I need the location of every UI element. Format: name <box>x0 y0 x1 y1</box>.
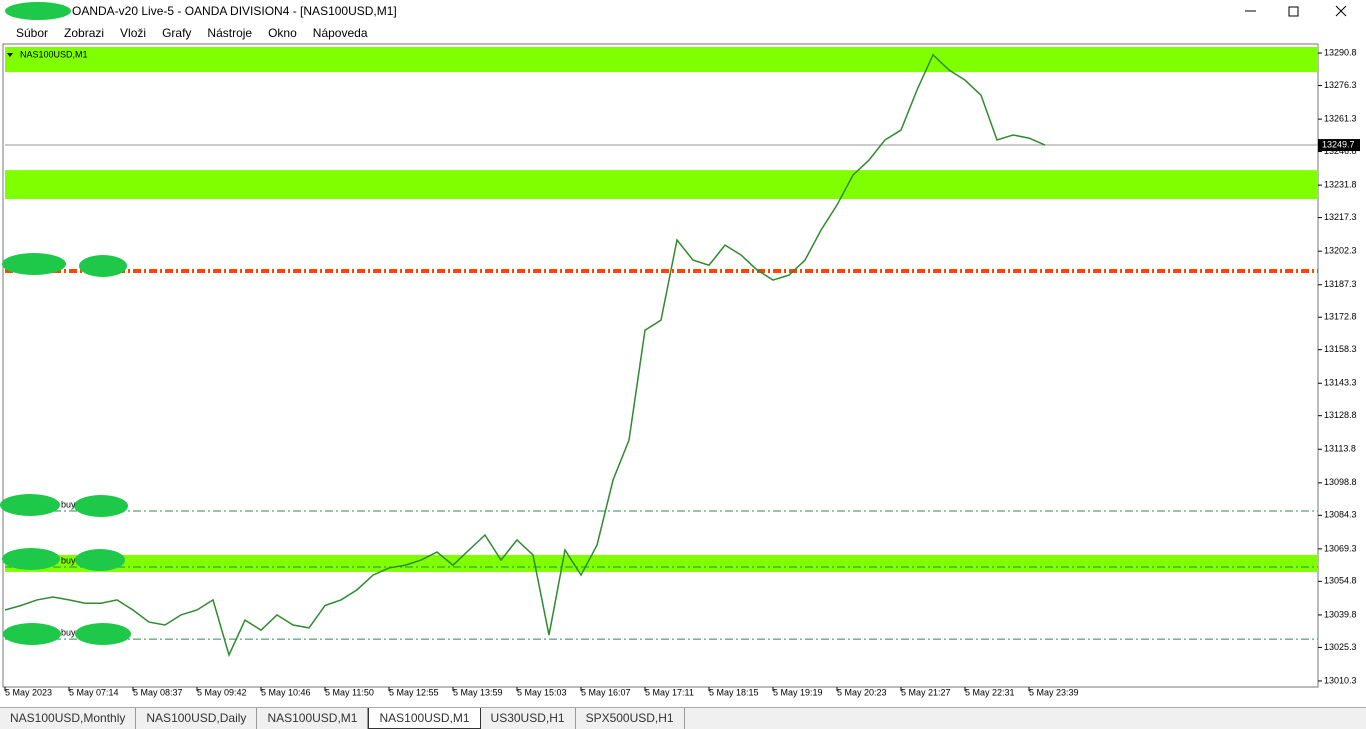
y-tick-label: 13054.8 <box>1324 576 1357 586</box>
redaction <box>79 255 127 277</box>
zone <box>5 554 1318 572</box>
zone <box>5 170 1318 200</box>
level-label: buy <box>61 555 76 565</box>
x-tick-label: 5 May 07:14 <box>69 687 119 697</box>
window-title: OANDA-v20 Live-5 - OANDA DIVISION4 - [NA… <box>72 4 397 18</box>
y-tick-label: 13010.3 <box>1324 675 1357 685</box>
menu-item[interactable]: Súbor <box>16 26 49 40</box>
chart-tab[interactable]: NAS100USD,Monthly <box>0 708 137 729</box>
plot-frame <box>2 43 1319 688</box>
price-tag-label: 13249.7 <box>1322 139 1355 149</box>
redaction <box>2 548 60 570</box>
y-tick-label: 13217.3 <box>1324 212 1357 222</box>
y-tick-label: 13098.8 <box>1324 477 1357 487</box>
redaction <box>5 2 71 20</box>
y-tick-label: 13290.8 <box>1324 47 1357 57</box>
x-tick-label: 5 May 09:42 <box>197 687 247 697</box>
chart: NAS100USD,M1 buy buy buy 13290.8 13276.3 1326… <box>0 43 1360 697</box>
y-tick-label: 13113.8 <box>1324 444 1356 454</box>
y-tick-label: 13202.3 <box>1324 246 1357 256</box>
x-tick-label: 5 May 10:46 <box>261 687 311 697</box>
chart-tab[interactable]: SPX500USD,H1 <box>576 708 685 729</box>
chart-tab[interactable]: NAS100USD,M1 <box>257 708 369 729</box>
close-button[interactable] <box>1335 5 1347 17</box>
x-tick-label: 5 May 19:19 <box>773 687 823 697</box>
menu-item[interactable]: Nápoveda <box>312 26 368 40</box>
y-tick-label: 13025.3 <box>1324 642 1357 652</box>
level-label: buy <box>61 627 76 637</box>
x-tick-label: 5 May 11:50 <box>325 687 374 697</box>
x-tick-label: 5 May 21:27 <box>901 687 951 697</box>
x-tick-label: 5 May 13:59 <box>453 687 503 697</box>
redaction <box>2 253 66 275</box>
y-tick-label: 13261.3 <box>1324 113 1357 123</box>
x-tick-label: 5 May 22:31 <box>965 687 1015 697</box>
menu-bar: Súbor Zobrazi Vloži Grafy Nástroje Okno Nápove… <box>0 22 1366 44</box>
y-tick-label: 13158.3 <box>1324 344 1357 354</box>
y-tick-label: 13039.8 <box>1324 609 1357 619</box>
restore-button[interactable] <box>1288 6 1299 17</box>
title-bar: OANDA-v20 Live-5 - OANDA DIVISION4 - [NA… <box>0 0 1366 22</box>
title-svg: OANDA-v20 Live-5 - OANDA DIVISION4 - [NA… <box>5 2 1347 20</box>
chart-tab[interactable]: NAS100USD,Daily <box>136 708 258 729</box>
x-tick-label: 5 May 18:15 <box>709 687 759 697</box>
y-tick-label: 13128.8 <box>1324 410 1357 420</box>
zone <box>5 47 1318 73</box>
chart-menu-arrow[interactable] <box>7 53 13 57</box>
price-tag <box>1318 139 1360 152</box>
redaction <box>75 623 131 645</box>
redaction <box>75 549 125 571</box>
menu-item[interactable]: Okno <box>268 26 297 40</box>
y-tick-label: 13187.3 <box>1324 279 1357 289</box>
y-tick-label: 13084.3 <box>1324 510 1357 520</box>
x-tick-label: 5 May 23:39 <box>1029 687 1079 697</box>
tab-bar: NAS100USD,Monthly NAS100USD,Daily NAS100US… <box>0 707 1366 729</box>
redaction <box>74 495 128 517</box>
menu-item[interactable]: Vloži <box>120 26 147 40</box>
x-tick-label: 5 May 16:07 <box>581 687 631 697</box>
price-line <box>4 53 1046 658</box>
x-tick-label: 5 May 2023 <box>5 687 52 697</box>
redaction <box>3 623 61 645</box>
x-tick-label: 5 May 17:11 <box>645 687 694 697</box>
menu-item[interactable]: Nástroje <box>207 26 253 40</box>
level-label: buy <box>61 499 76 509</box>
x-tick-label: 5 May 08:37 <box>133 687 183 697</box>
y-tick-label: 13231.8 <box>1324 180 1357 190</box>
chart-tab[interactable]: NAS100USD,M1 <box>368 708 481 729</box>
x-tick-label: 5 May 20:23 <box>837 687 887 697</box>
y-tick-label: 13276.3 <box>1324 80 1357 90</box>
menu-item[interactable]: Grafy <box>162 26 192 40</box>
y-tick-label: 13172.8 <box>1324 312 1357 322</box>
x-tick-label: 5 May 12:55 <box>389 687 439 697</box>
chart-tab[interactable]: US30USD,H1 <box>481 708 576 729</box>
x-tick-label: 5 May 15:03 <box>517 687 567 697</box>
chart-title: NAS100USD,M1 <box>20 49 88 59</box>
redaction <box>0 494 60 516</box>
y-tick-label: 13143.3 <box>1324 378 1357 388</box>
y-tick-label: 13069.3 <box>1324 543 1357 553</box>
menu-item[interactable]: Zobrazi <box>64 26 105 40</box>
